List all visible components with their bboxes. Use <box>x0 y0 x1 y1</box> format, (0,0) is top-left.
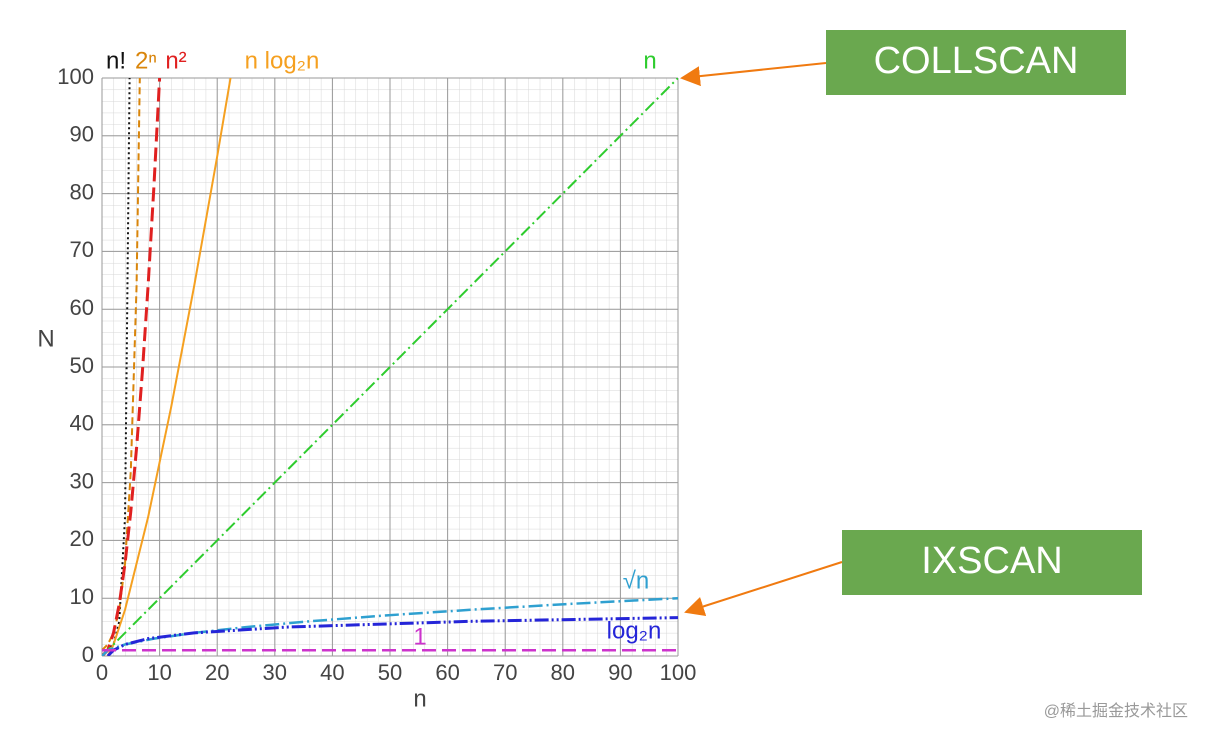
y-tick-label: 0 <box>82 642 94 667</box>
series-line <box>102 78 678 656</box>
x-axis-label: n <box>413 685 426 712</box>
x-tick-label: 70 <box>493 660 517 685</box>
y-tick-label: 70 <box>70 237 94 262</box>
x-tick-label: 40 <box>320 660 344 685</box>
annotation-box <box>842 530 1142 595</box>
x-tick-label: 60 <box>435 660 459 685</box>
series-label: n log₂n <box>245 47 320 74</box>
x-tick-label: 90 <box>608 660 632 685</box>
y-tick-label: 50 <box>70 353 94 378</box>
annotation: IXSCAN <box>921 540 1062 582</box>
series-line <box>102 596 678 656</box>
series-label: 2ⁿ <box>135 47 157 74</box>
y-tick-label: 40 <box>70 411 94 436</box>
x-tick-label: 100 <box>660 660 697 685</box>
y-axis-label: N <box>37 325 54 352</box>
arrow <box>680 62 827 87</box>
annotation-box <box>826 30 1126 95</box>
arrow <box>684 561 843 617</box>
series-line <box>106 78 232 656</box>
series-line <box>102 78 162 656</box>
x-tick-label: 50 <box>378 660 402 685</box>
x-tick-label: 30 <box>263 660 287 685</box>
watermark: @稀土掘金技术社区 <box>1044 702 1188 720</box>
x-tick-label: 20 <box>205 660 229 685</box>
series-label: √n <box>623 567 650 594</box>
y-tick-label: 60 <box>70 295 94 320</box>
series-label: n! <box>106 47 126 74</box>
series-label: n <box>643 47 656 74</box>
y-tick-label: 30 <box>70 468 94 493</box>
x-tick-label: 10 <box>147 660 171 685</box>
y-tick-label: 80 <box>70 179 94 204</box>
series-label: log₂n <box>607 617 662 644</box>
series-label: 1 <box>413 623 426 650</box>
annotation: COLLSCAN <box>874 40 1079 82</box>
y-tick-label: 20 <box>70 526 94 551</box>
series-label: n² <box>165 47 186 74</box>
y-tick-label: 10 <box>70 584 94 609</box>
y-tick-label: 100 <box>57 64 94 89</box>
y-tick-label: 90 <box>70 122 94 147</box>
x-tick-label: 80 <box>551 660 575 685</box>
x-tick-label: 0 <box>96 660 108 685</box>
